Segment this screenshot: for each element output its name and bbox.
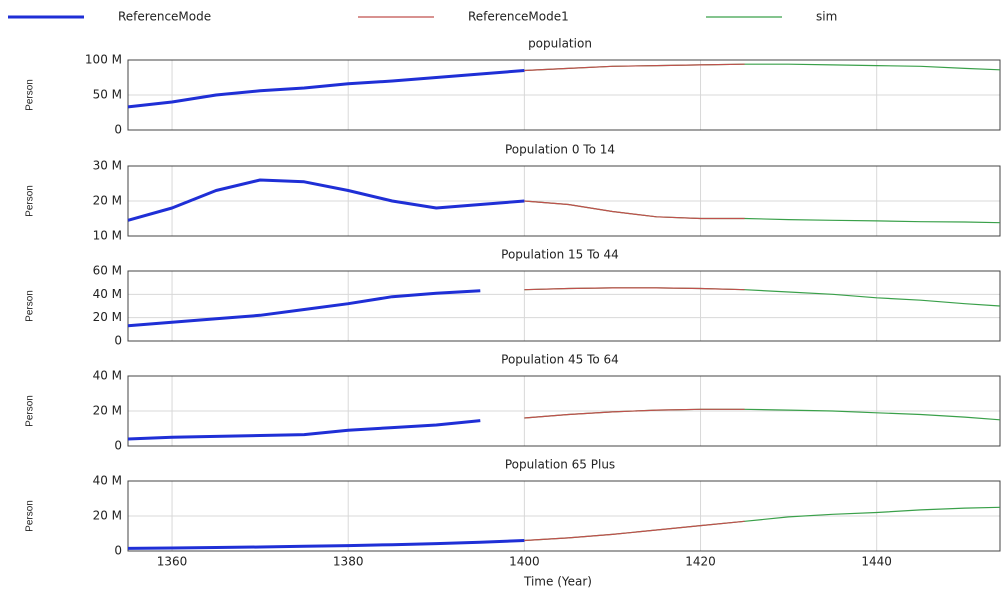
- legend-label: ReferenceMode1: [468, 10, 569, 24]
- y-tick-label: 40 M: [93, 287, 122, 301]
- plot-frame: [127, 165, 1001, 237]
- x-axis-label: Time (Year): [523, 575, 592, 589]
- plot-frame: [127, 59, 1001, 131]
- series-line: [524, 63, 745, 72]
- series-line: [127, 419, 481, 441]
- y-tick-label: 0: [114, 334, 122, 348]
- legend-label: ReferenceMode: [118, 10, 211, 24]
- y-tick-label: 40 M: [93, 369, 122, 383]
- x-tick-label: 1420: [685, 555, 716, 569]
- plot-frame: [127, 375, 1001, 447]
- x-tick-label: 1400: [509, 555, 540, 569]
- series-line: [524, 287, 1001, 307]
- y-axis-label: Person: [25, 395, 36, 427]
- legend-label: sim: [816, 10, 837, 24]
- series-line: [524, 200, 745, 220]
- y-tick-label: 50 M: [93, 88, 122, 102]
- series-line: [127, 178, 525, 222]
- panel-title: population: [528, 37, 592, 51]
- y-axis-label: Person: [25, 185, 36, 217]
- y-tick-label: 30 M: [93, 159, 122, 173]
- y-axis-label: Person: [25, 500, 36, 532]
- y-axis-label: Person: [25, 79, 36, 111]
- series-line: [127, 69, 525, 109]
- panel-title: Population 15 To 44: [501, 248, 619, 262]
- plot-frame: [127, 270, 1001, 342]
- y-tick-label: 100 M: [85, 53, 122, 67]
- y-axis-label: Person: [25, 290, 36, 322]
- y-tick-label: 60 M: [93, 264, 122, 278]
- panel-title: Population 65 Plus: [505, 458, 615, 472]
- y-tick-label: 20 M: [93, 509, 122, 523]
- y-tick-label: 0: [114, 439, 122, 453]
- series-line: [524, 200, 1001, 224]
- series-line: [524, 408, 745, 419]
- y-tick-label: 10 M: [93, 229, 122, 243]
- y-tick-label: 20 M: [93, 404, 122, 418]
- panel-title: Population 45 To 64: [501, 353, 619, 367]
- series-line: [127, 289, 481, 328]
- y-tick-label: 0: [114, 123, 122, 137]
- plot-frame: [127, 480, 1001, 552]
- series-line: [524, 287, 745, 291]
- series-line: [127, 539, 525, 550]
- series-line: [524, 520, 745, 542]
- y-tick-label: 40 M: [93, 474, 122, 488]
- x-tick-label: 1360: [157, 555, 188, 569]
- x-tick-label: 1440: [861, 555, 892, 569]
- x-tick-label: 1380: [333, 555, 364, 569]
- y-tick-label: 20 M: [93, 194, 122, 208]
- panel-title: Population 0 To 14: [505, 143, 615, 157]
- y-tick-label: 20 M: [93, 310, 122, 324]
- y-tick-label: 0: [114, 544, 122, 558]
